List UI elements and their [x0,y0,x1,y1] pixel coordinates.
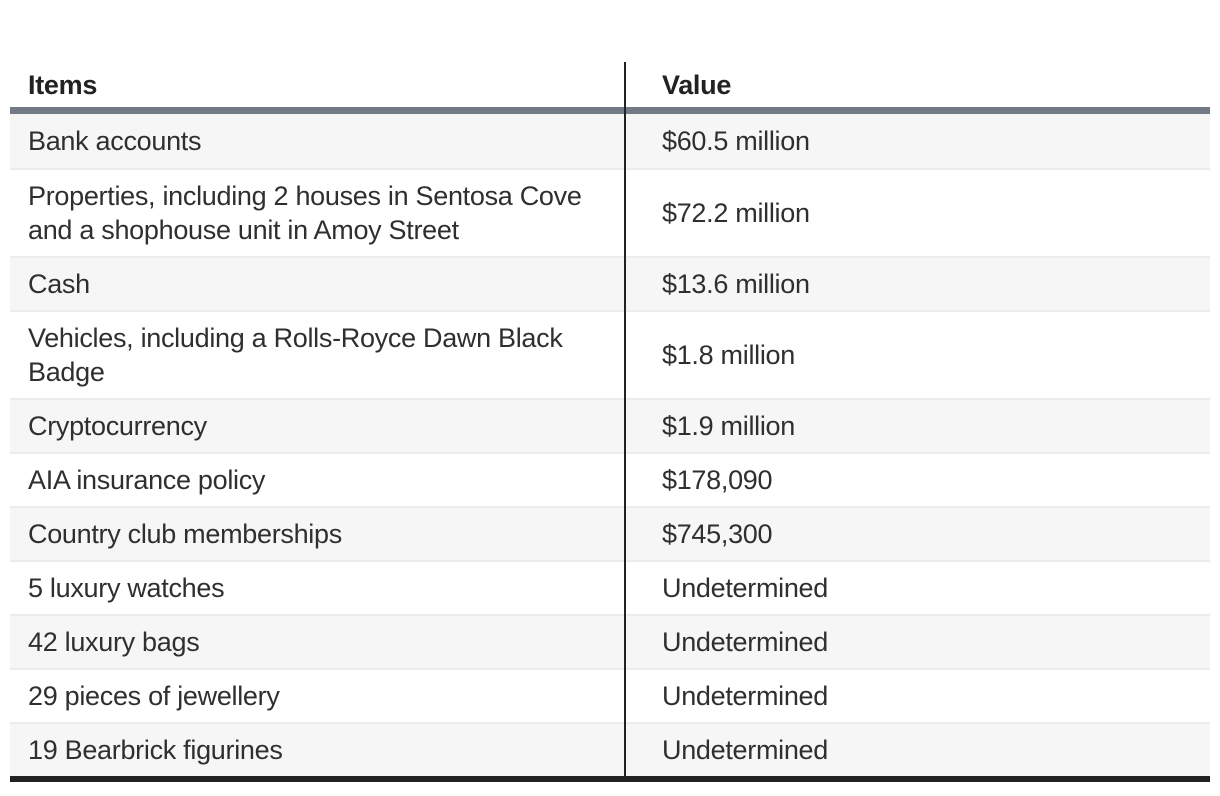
table-body: Bank accounts $60.5 million Properties, … [10,114,1210,776]
item-cell: Country club memberships [28,519,342,549]
value-cell: $60.5 million [662,126,810,156]
value-cell: $72.2 million [662,198,810,228]
value-cell: $178,090 [662,465,773,495]
table-row: 42 luxury bags Undetermined [10,614,1210,668]
items-column-header: Items [28,69,98,100]
item-cell: 29 pieces of jewellery [28,681,280,711]
value-cell: Undetermined [662,573,828,603]
table-row: 29 pieces of jewellery Undetermined [10,668,1210,722]
item-cell: 42 luxury bags [28,627,200,657]
value-cell: $13.6 million [662,269,810,299]
item-cell: AIA insurance policy [28,465,266,495]
item-cell: 5 luxury watches [28,573,225,603]
table-row: 5 luxury watches Undetermined [10,560,1210,614]
table-header-row: Items Value [10,62,1210,114]
value-cell: Undetermined [662,735,828,765]
item-cell: 19 Bearbrick figurines [28,735,283,765]
value-cell: Undetermined [662,627,828,657]
assets-table: Items Value Bank accounts $60.5 million … [10,62,1210,782]
table-row: Vehicles, including a Rolls-Royce Dawn B… [10,310,1210,398]
item-cell: Properties, including 2 houses in Sentos… [28,181,582,245]
value-column-header: Value [662,69,732,100]
column-divider-line [624,62,626,776]
item-cell: Cash [28,269,90,299]
table-row: Cash $13.6 million [10,256,1210,310]
table-row: 19 Bearbrick figurines Undetermined [10,722,1210,776]
table-row: Cryptocurrency $1.9 million [10,398,1210,452]
item-cell: Bank accounts [28,126,202,156]
value-cell: $745,300 [662,519,773,549]
table-row: AIA insurance policy $178,090 [10,452,1210,506]
item-cell: Cryptocurrency [28,411,207,441]
table-row: Bank accounts $60.5 million [10,114,1210,168]
table-row: Country club memberships $745,300 [10,506,1210,560]
value-cell: $1.9 million [662,411,795,441]
value-cell: Undetermined [662,681,828,711]
item-cell: Vehicles, including a Rolls-Royce Dawn B… [28,323,563,387]
value-cell: $1.8 million [662,340,795,370]
table-row: Properties, including 2 houses in Sentos… [10,168,1210,256]
